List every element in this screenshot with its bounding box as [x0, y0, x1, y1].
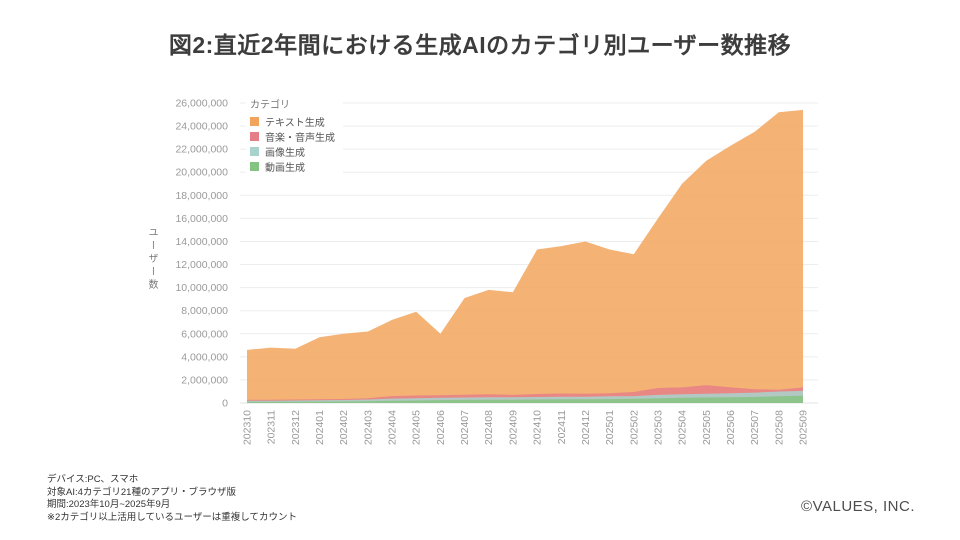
x-tick-label: 202410 [532, 410, 544, 445]
legend-items: テキスト生成 音楽・音声生成 画像生成動画生成 [250, 116, 335, 174]
x-tick-label: 202403 [362, 410, 374, 445]
legend-title: カテゴリ [250, 100, 290, 111]
legend-item-label: 動画生成 [265, 163, 305, 174]
footnote-line: ※2カテゴリ以上活用しているユーザーは重複してカウント [47, 511, 297, 523]
x-tick-label: 202504 [677, 410, 689, 445]
legend-item-label: テキスト生成 [265, 118, 325, 129]
legend-item-label: 音楽・音声生成 [265, 133, 335, 144]
y-tick-label: 14,000,000 [175, 236, 228, 248]
x-tick-label: 202408 [483, 410, 495, 445]
x-tick-label: 202502 [628, 410, 640, 445]
y-tick-label: 10,000,000 [175, 282, 228, 294]
footnote-line: デバイス:PC、スマホ [47, 474, 139, 485]
y-tick-label: 24,000,000 [175, 121, 228, 133]
legend-swatch-icon [250, 162, 259, 171]
y-tick-label: 8,000,000 [181, 305, 228, 317]
x-tick-label: 202312 [290, 410, 302, 445]
x-tick-label: 202508 [773, 410, 785, 445]
x-tick-label: 202402 [338, 410, 350, 445]
y-tick-label: 4,000,000 [181, 351, 228, 363]
legend-item: 音楽・音声生成 [250, 131, 335, 144]
x-tick-label: 202501 [604, 410, 616, 445]
x-tick-label: 202401 [314, 410, 326, 445]
x-tick-label: 202407 [459, 410, 471, 445]
x-tick-label: 202411 [556, 410, 568, 444]
x-tick-label: 202405 [411, 410, 423, 445]
footnote-line: 期間:2023年10月~2025年9月 [47, 499, 171, 510]
legend-swatch-icon [250, 117, 259, 126]
x-tick-label: 202409 [507, 410, 519, 445]
y-tick-label: 6,000,000 [181, 328, 228, 340]
x-tick-label: 202506 [725, 410, 737, 445]
area-series-テキスト生成 [247, 109, 803, 404]
y-tick-label: 16,000,000 [175, 213, 228, 225]
legend-swatch-icon [250, 147, 259, 156]
legend-item: 動画生成 [250, 161, 335, 174]
legend: カテゴリ テキスト生成 音楽・音声生成 画像生成動画生成 [246, 93, 343, 181]
y-tick-label: 18,000,000 [175, 190, 228, 202]
x-tick-label: 202310 [242, 410, 254, 445]
copyright: ©VALUES, INC. [801, 498, 915, 515]
y-axis-title: ユーザー数 [146, 227, 157, 292]
x-tick-label: 202507 [749, 410, 761, 445]
footnotes: デバイス:PC、スマホ 対象AI:4カテゴリ21種のアプリ・ブラウザ版 期間:2… [47, 474, 297, 524]
x-tick-label: 202404 [387, 410, 399, 445]
y-tick-label: 12,000,000 [175, 259, 228, 271]
legend-item: 画像生成 [250, 146, 335, 159]
x-tick-label: 202412 [580, 410, 592, 445]
footnote-line: 対象AI:4カテゴリ21種のアプリ・ブラウザ版 [47, 486, 236, 498]
legend-item: テキスト生成 [250, 116, 335, 129]
y-tick-label: 26,000,000 [175, 98, 228, 110]
x-tick-label: 202509 [798, 410, 810, 445]
y-tick-label: 2,000,000 [181, 374, 228, 386]
area-series-動画生成 [247, 395, 803, 403]
y-tick-label: 22,000,000 [175, 144, 228, 156]
chart-title: 図2:直近2年間における生成AIのカテゴリ別ユーザー数推移 [168, 32, 792, 58]
x-tick-label: 202503 [652, 410, 664, 445]
y-tick-label: 0 [222, 398, 228, 410]
x-tick-label: 202406 [435, 410, 447, 445]
legend-item-label: 画像生成 [265, 148, 305, 159]
y-tick-label: 20,000,000 [175, 167, 228, 179]
legend-swatch-icon [250, 132, 259, 141]
x-tick-label: 202311 [266, 410, 278, 444]
x-tick-label: 202505 [701, 410, 713, 445]
